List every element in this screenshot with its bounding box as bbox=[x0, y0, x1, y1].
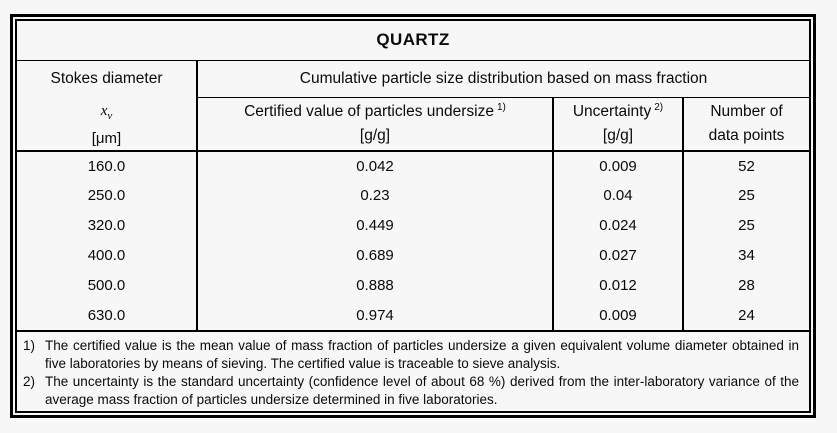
cell-stokes-diameter: 160.0 bbox=[17, 150, 198, 181]
footnotes-row: 1) The certified value is the mean value… bbox=[17, 331, 809, 409]
header-row-2: Certified value of particles undersize 1)… bbox=[17, 97, 809, 152]
table-title: QUARTZ bbox=[17, 21, 809, 61]
symbol-x: x bbox=[100, 102, 108, 119]
cell-stokes-diameter: 500.0 bbox=[17, 270, 198, 301]
header-uncertainty: Uncertainty 2) [g/g] bbox=[553, 97, 684, 152]
table-row: 630.0 0.974 0.009 24 bbox=[17, 300, 809, 332]
footnote-ref-1: 1) bbox=[496, 101, 506, 113]
num-points-label-line2: data points bbox=[708, 126, 785, 144]
quartz-data-table: QUARTZ Stokes diameter xv [μm] Cumulativ… bbox=[17, 21, 809, 409]
table-row: 320.0 0.449 0.024 25 bbox=[17, 210, 809, 241]
footnote-ref-2: 2) bbox=[654, 101, 664, 113]
stokes-diameter-symbol: xv bbox=[17, 101, 196, 126]
cell-certified-value: 0.042 bbox=[197, 150, 554, 181]
uncertainty-label-line: Uncertainty 2) bbox=[554, 100, 682, 124]
table-row: 250.0 0.23 0.04 25 bbox=[17, 180, 809, 211]
table-outer-frame: QUARTZ Stokes diameter xv [μm] Cumulativ… bbox=[10, 14, 816, 418]
header-stokes-diameter: Stokes diameter xv [μm] bbox=[17, 60, 198, 152]
header-row-1: Stokes diameter xv [μm] Cumulative parti… bbox=[17, 60, 809, 152]
table-row: 160.0 0.042 0.009 52 bbox=[17, 150, 809, 181]
cell-certified-value: 0.449 bbox=[197, 210, 554, 241]
cell-certified-value: 0.974 bbox=[197, 300, 554, 332]
cell-certified-value: 0.23 bbox=[197, 180, 554, 211]
footnotes-section: 1) The certified value is the mean value… bbox=[17, 331, 809, 409]
table-row: 400.0 0.689 0.027 34 bbox=[17, 240, 809, 271]
cell-stokes-diameter: 400.0 bbox=[17, 240, 198, 271]
cell-uncertainty: 0.009 bbox=[553, 150, 684, 181]
cell-data-points: 52 bbox=[738, 157, 755, 175]
footnote-1: 1) The certified value is the mean value… bbox=[23, 337, 801, 373]
cell-uncertainty: 0.024 bbox=[553, 210, 684, 241]
cell-stokes-diameter: 630.0 bbox=[17, 300, 198, 332]
certified-value-label: Certified value of particles undersize bbox=[244, 102, 494, 120]
table-row: 500.0 0.888 0.012 28 bbox=[17, 270, 809, 301]
cell-data-points: 25 bbox=[738, 187, 755, 204]
header-certified-value: Certified value of particles undersize 1)… bbox=[197, 97, 554, 152]
table-inner-frame: QUARTZ Stokes diameter xv [μm] Cumulativ… bbox=[15, 19, 811, 413]
footnote-2-marker: 2) bbox=[23, 373, 36, 389]
title-row: QUARTZ bbox=[17, 21, 809, 61]
header-distribution-span: Cumulative particle size distribution ba… bbox=[197, 60, 809, 99]
cell-data-points: 24 bbox=[683, 300, 809, 332]
cell-certified-value: 0.689 bbox=[197, 240, 554, 271]
uncertainty-label: Uncertainty bbox=[572, 102, 652, 120]
footnote-1-text: The certified value is the mean value of… bbox=[45, 337, 800, 371]
cell-uncertainty: 0.009 bbox=[553, 300, 684, 332]
uncertainty-unit: [g/g] bbox=[602, 126, 634, 144]
cell-uncertainty: 0.04 bbox=[553, 180, 684, 211]
cell-certified-value: 0.888 bbox=[197, 270, 554, 301]
cell-uncertainty: 0.012 bbox=[553, 270, 684, 301]
footnote-2-text: The uncertainty is the standard uncertai… bbox=[45, 373, 800, 407]
stokes-diameter-label: Stokes diameter bbox=[50, 70, 163, 87]
cell-data-points: 28 bbox=[738, 277, 755, 294]
certified-value-label-line: Certified value of particles undersize 1) bbox=[198, 100, 552, 124]
footnote-1-marker: 1) bbox=[23, 337, 36, 353]
stokes-diameter-unit: [μm] bbox=[91, 129, 122, 147]
num-points-label-line1: Number of bbox=[710, 102, 783, 120]
header-number-of-data-points: Number of data points bbox=[683, 97, 809, 152]
cell-data-points: 34 bbox=[738, 247, 755, 264]
cell-stokes-diameter: 320.0 bbox=[17, 210, 198, 241]
footnote-2: 2) The uncertainty is the standard uncer… bbox=[23, 373, 801, 409]
cell-uncertainty: 0.027 bbox=[553, 240, 684, 271]
certified-value-unit: [g/g] bbox=[359, 126, 391, 144]
symbol-subscript-v: v bbox=[107, 109, 113, 122]
cell-data-points: 25 bbox=[738, 217, 755, 234]
cell-stokes-diameter: 250.0 bbox=[17, 180, 198, 211]
